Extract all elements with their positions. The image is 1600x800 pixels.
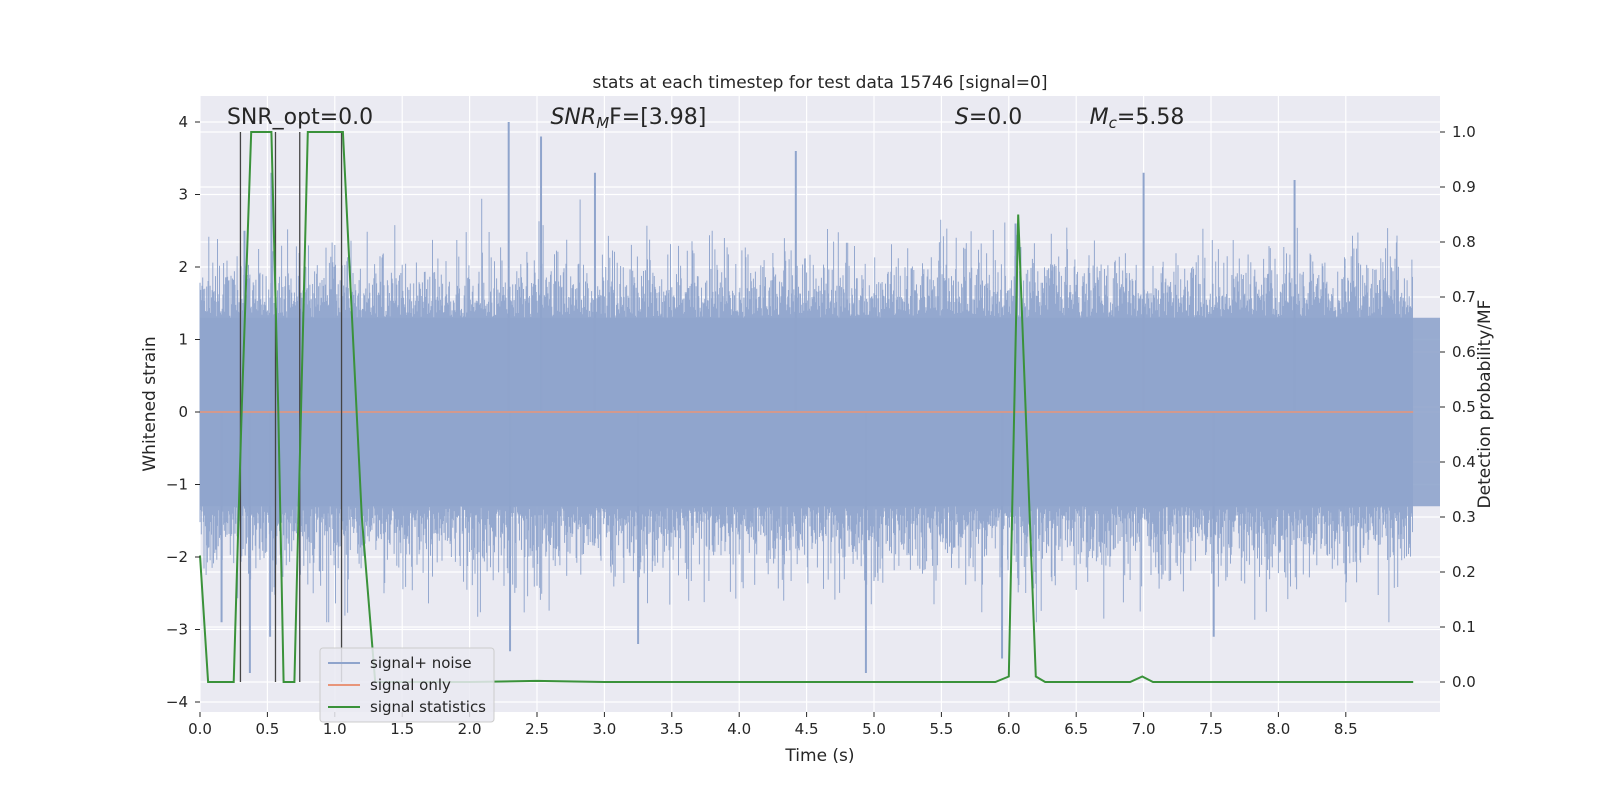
x-tick-label: 8.5 <box>1334 720 1358 738</box>
annotation-subscript: M <box>596 114 609 132</box>
y-tick-label: 4 <box>178 113 188 131</box>
x-tick-label: 2.5 <box>525 720 549 738</box>
y-tick-label: −3 <box>166 621 188 639</box>
annotation-value: =5.58 <box>1117 105 1184 130</box>
y2-tick-label: 0.4 <box>1452 453 1476 471</box>
x-tick-label: 6.5 <box>1064 720 1088 738</box>
annotation-snr-mf: SNRMF=[3.98] <box>550 105 706 132</box>
legend-label-signal-statistics: signal statistics <box>370 698 486 716</box>
y2-tick-label: 0.7 <box>1452 288 1476 306</box>
x-tick-label: 0.0 <box>188 720 212 738</box>
y-axis-label: Whitened strain <box>140 336 160 471</box>
signal-statistics-line <box>199 131 1414 683</box>
y-tick-label: 2 <box>178 258 188 276</box>
y-tick-label: −4 <box>166 693 188 711</box>
y-tick-label: 0 <box>178 403 188 421</box>
y-tick-label: 3 <box>178 186 188 204</box>
x-tick-label: 3.5 <box>660 720 684 738</box>
x-tick-label: 8.0 <box>1266 720 1290 738</box>
x-tick-label: 7.5 <box>1199 720 1223 738</box>
x-tick-label: 5.5 <box>929 720 953 738</box>
annotation-main: M <box>1090 105 1109 130</box>
x-tick-label: 3.0 <box>592 720 616 738</box>
legend-label-signal-only: signal only <box>370 676 451 694</box>
x-tick-label: 6.0 <box>997 720 1021 738</box>
y2-axis-ticks: 0.0 0.1 0.2 0.3 0.4 0.5 0.6 0.7 0.8 0.9 1.0 <box>1440 123 1476 691</box>
annotation-main: SNR_opt=0.0 <box>227 105 373 130</box>
annotation-value: F=[3.98] <box>609 105 706 130</box>
y2-tick-label: 0.9 <box>1452 178 1476 196</box>
annotation-s-value: S=0.0 <box>955 105 1022 130</box>
annotation-value: =0.0 <box>969 105 1022 130</box>
y2-tick-label: 0.6 <box>1452 343 1476 361</box>
y2-tick-label: 0.2 <box>1452 563 1476 581</box>
y2-tick-label: 0.5 <box>1452 398 1476 416</box>
annotation-snr-opt: SNR_opt=0.0 <box>227 105 373 130</box>
annotation-mc-value: Mc=5.58 <box>1090 105 1185 132</box>
x-tick-label: 7.0 <box>1132 720 1156 738</box>
y2-tick-label: 1.0 <box>1452 123 1476 141</box>
x-tick-label: 1.5 <box>390 720 414 738</box>
x-tick-label: 5.0 <box>862 720 886 738</box>
y-axis-ticks: −4 −3 −2 −1 0 1 2 3 4 <box>166 113 200 711</box>
legend-frame <box>319 647 495 723</box>
y-tick-label: −2 <box>166 548 188 566</box>
x-tick-label: 1.0 <box>323 720 347 738</box>
x-axis-ticks: 0.0 0.5 1.0 1.5 2.0 2.5 3.0 3.5 4.0 4.5 5.0 5.5 6.0 6… <box>188 712 1358 738</box>
x-tick-label: 2.0 <box>458 720 482 738</box>
annotation-main: SNR <box>550 105 596 130</box>
y2-tick-label: 0.3 <box>1452 508 1476 526</box>
annotation-subscript: c <box>1109 114 1118 132</box>
x-tick-label: 4.0 <box>727 720 751 738</box>
legend: signal+ noise signal only signal statist… <box>319 647 495 723</box>
y2-axis-label: Detection probability/MF <box>1475 300 1495 509</box>
chart-title: stats at each timestep for test data 157… <box>593 73 1048 93</box>
y2-tick-label: 0.0 <box>1452 673 1476 691</box>
y2-tick-label: 0.1 <box>1452 618 1476 636</box>
x-axis-label: Time (s) <box>784 746 854 766</box>
x-tick-label: 0.5 <box>255 720 279 738</box>
annotation-main: S <box>955 105 969 130</box>
annotations: SNR_opt=0.0 SNRMF=[3.98] S=0.0 Mc=5.58 <box>227 105 1184 132</box>
y2-tick-label: 0.8 <box>1452 233 1476 251</box>
y-tick-label: −1 <box>166 476 188 494</box>
x-tick-label: 4.5 <box>795 720 819 738</box>
legend-label-signal-noise: signal+ noise <box>370 654 472 672</box>
line-series <box>199 131 1414 683</box>
y-tick-label: 1 <box>178 331 188 349</box>
